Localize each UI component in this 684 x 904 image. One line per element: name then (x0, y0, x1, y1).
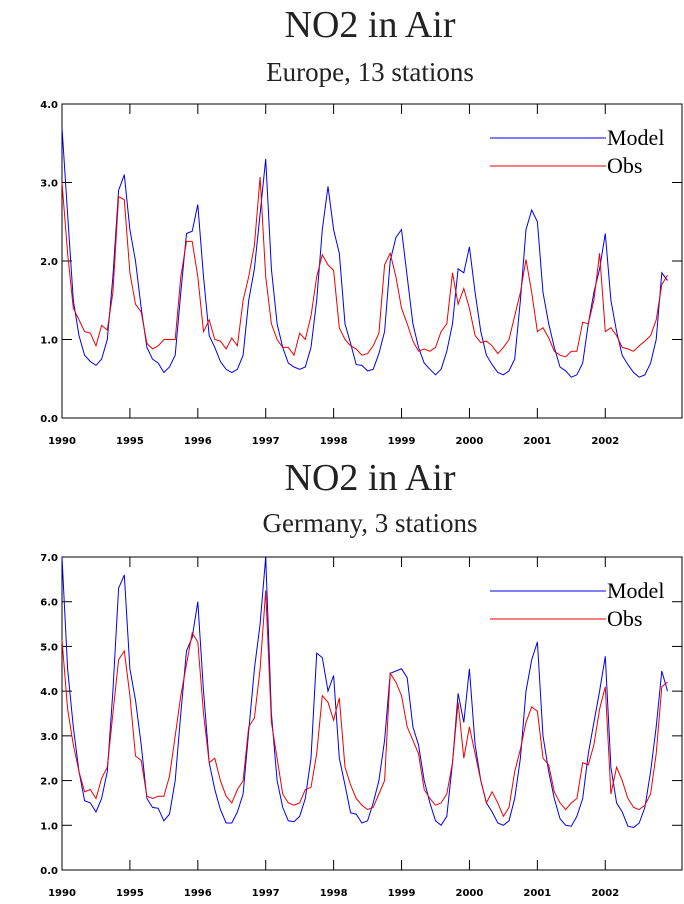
x-tick-label: 1999 (388, 436, 416, 447)
y-tick-label: 0.0 (40, 866, 58, 877)
x-tick-label: 1996 (184, 888, 212, 899)
x-tick-label: 1990 (48, 888, 76, 899)
y-tick-label: 2.0 (40, 777, 58, 788)
x-tick-label: 1995 (116, 436, 144, 447)
y-tick-label: 4.0 (40, 100, 58, 111)
x-tick-label: 1997 (252, 888, 280, 899)
y-tick-label: 1.0 (40, 336, 58, 347)
chart-subtitle: Germany, 3 stations (263, 508, 478, 538)
chart-title: NO2 in Air (285, 457, 456, 499)
x-tick-label: 1996 (184, 436, 212, 447)
x-tick-label: 1990 (48, 436, 76, 447)
chart-title: NO2 in Air (285, 4, 456, 46)
legend-label: Obs (607, 606, 642, 631)
y-tick-label: 5.0 (40, 642, 58, 653)
y-tick-label: 6.0 (40, 598, 58, 609)
x-tick-label: 2000 (456, 888, 484, 899)
data-line (61, 590, 668, 818)
x-tick-label: 2001 (523, 888, 551, 899)
plot-frame (61, 103, 683, 419)
x-tick-label: 1998 (320, 888, 348, 899)
data-line (61, 556, 668, 829)
x-tick-label: 1999 (388, 888, 416, 899)
y-tick-label: 3.0 (40, 732, 58, 743)
x-tick-label: 2002 (591, 888, 619, 899)
chart-subtitle: Europe, 13 stations (266, 57, 474, 87)
y-tick-label: 1.0 (40, 821, 58, 832)
data-line (61, 127, 668, 378)
x-tick-label: 2000 (456, 436, 484, 447)
y-tick-label: 4.0 (40, 687, 58, 698)
y-tick-label: 2.0 (40, 257, 58, 268)
data-line (61, 176, 668, 358)
y-tick-label: 7.0 (40, 553, 58, 564)
legend-label: Obs (607, 153, 642, 178)
y-tick-label: 3.0 (40, 179, 58, 190)
x-tick-label: 1995 (116, 888, 144, 899)
x-tick-label: 1998 (320, 436, 348, 447)
x-tick-label: 2001 (523, 436, 551, 447)
x-tick-label: 2002 (591, 436, 619, 447)
y-tick-label: 0.0 (40, 414, 58, 425)
legend-label: Model (607, 125, 664, 150)
x-tick-label: 1997 (252, 436, 280, 447)
legend-label: Model (607, 578, 664, 603)
plot-frame (61, 556, 683, 871)
